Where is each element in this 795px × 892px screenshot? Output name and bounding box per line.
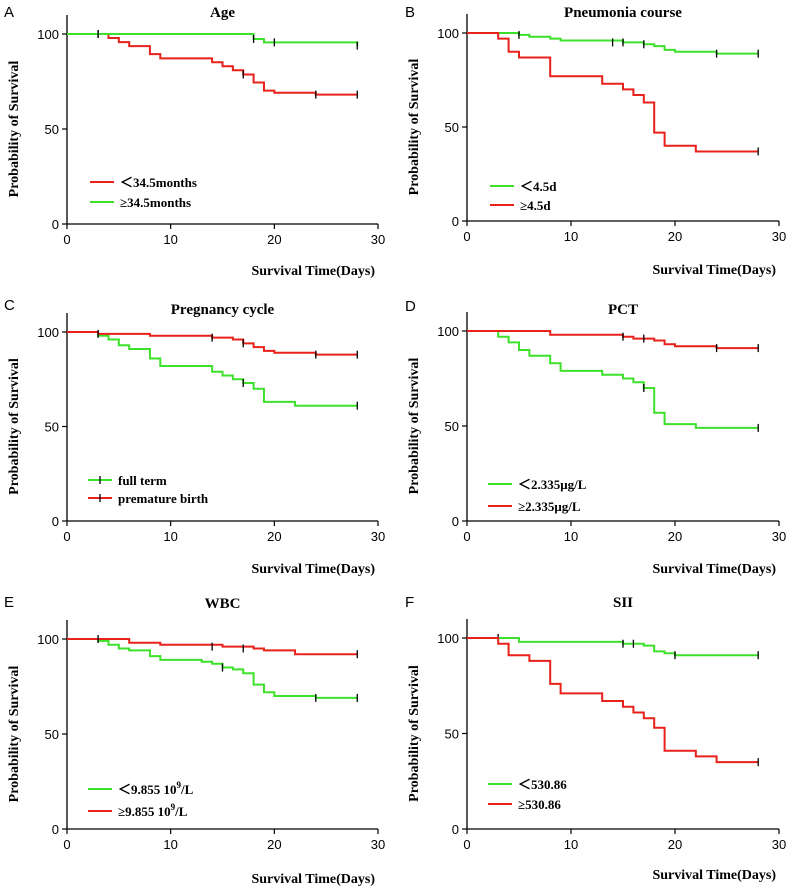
km-curve-2 <box>467 330 759 350</box>
km-curve-2 <box>67 638 358 656</box>
y-tick-label: 0 <box>452 514 459 529</box>
x-tick-label: 10 <box>564 529 578 544</box>
y-tick-label: 0 <box>52 514 59 529</box>
legend-label: ≥4.5d <box>520 198 551 213</box>
km-curve-2 <box>467 637 759 764</box>
x-tick-label: 10 <box>163 837 177 852</box>
x-tick-label: 0 <box>463 837 470 852</box>
y-tick-label: 100 <box>437 631 459 646</box>
chart-title: Pregnancy cycle <box>171 302 275 318</box>
km-curve-1 <box>467 330 759 429</box>
x-tick-label: 10 <box>564 229 578 244</box>
panel-e: E WBC 0 10 20 30 0 50 100 Survival Time(Days) Prob… <box>4 594 385 887</box>
x-tick-label: 20 <box>267 837 281 852</box>
km-curve-1 <box>67 331 358 407</box>
panel-letter: A <box>4 4 14 21</box>
legend-label: ＜4.5d <box>520 179 557 194</box>
y-tick-label: 100 <box>37 632 59 647</box>
y-tick-label: 0 <box>452 214 459 229</box>
y-axis-label: Probability of Survival <box>7 358 22 495</box>
x-tick-label: 30 <box>772 529 786 544</box>
y-tick-label: 50 <box>45 420 59 435</box>
chart-title: PCT <box>608 302 638 318</box>
y-tick-label: 0 <box>452 822 459 837</box>
x-tick-label: 0 <box>463 229 470 244</box>
km-curve-1 <box>67 638 358 699</box>
panel-letter: D <box>405 298 416 315</box>
panel-letter: E <box>4 594 14 611</box>
x-tick-label: 20 <box>267 529 281 544</box>
legend-label: ＜2.335μg/L <box>518 477 587 492</box>
legend-label: ≥9.855 109/L <box>118 802 188 819</box>
y-axis-label: Probability of Survival <box>407 59 422 196</box>
km-curve-1 <box>467 637 759 657</box>
panel-letter: C <box>4 297 15 314</box>
x-axis-label: Survival Time(Days) <box>652 562 776 577</box>
x-axis-label: Survival Time(Days) <box>652 868 776 883</box>
x-axis-label: Survival Time(Days) <box>251 872 375 887</box>
legend-label: premature birth <box>118 491 209 506</box>
panel-b: B Pneumonia course 0 10 20 30 0 50 100 Survival T… <box>405 4 786 278</box>
x-tick-label: 20 <box>668 837 682 852</box>
x-axis-label: Survival Time(Days) <box>251 562 375 577</box>
km-curve-2 <box>67 33 359 46</box>
chart-title: WBC <box>205 596 241 612</box>
panel-letter: B <box>405 4 415 21</box>
y-axis-label: Probability of Survival <box>7 666 22 803</box>
y-tick-label: 50 <box>45 122 59 137</box>
x-tick-label: 30 <box>371 529 385 544</box>
km-curve-1 <box>467 32 759 55</box>
y-tick-label: 50 <box>445 419 459 434</box>
legend-label: ＜530.86 <box>518 777 567 792</box>
chart-title: Age <box>210 5 235 21</box>
panel-f: F SII 0 10 20 30 0 50 100 Survival Time(Days) Prob… <box>405 594 786 883</box>
x-axis-label: Survival Time(Days) <box>251 264 375 279</box>
x-tick-label: 30 <box>371 232 385 247</box>
legend-label: ＜34.5months <box>120 175 197 190</box>
chart-title: Pneumonia course <box>564 5 682 21</box>
x-tick-label: 30 <box>772 229 786 244</box>
x-tick-label: 10 <box>163 529 177 544</box>
y-tick-label: 100 <box>437 324 459 339</box>
legend-label: ＜9.855 109/L <box>118 780 194 797</box>
y-tick-label: 50 <box>445 727 459 742</box>
legend-label: ≥34.5months <box>120 195 191 210</box>
x-tick-label: 0 <box>63 232 70 247</box>
y-tick-label: 100 <box>37 27 59 42</box>
y-axis-label: Probability of Survival <box>407 665 422 802</box>
y-tick-label: 50 <box>445 120 459 135</box>
panel-a: A Age 0 10 20 30 0 50 100 Survival Time(Days) Prob… <box>4 4 385 279</box>
x-tick-label: 0 <box>63 529 70 544</box>
km-curve-1 <box>67 33 358 96</box>
panel-d: D PCT 0 10 20 30 0 50 100 Survival Time(Days) Prob… <box>405 298 786 577</box>
x-tick-label: 10 <box>163 232 177 247</box>
y-axis-label: Probability of Survival <box>7 61 22 198</box>
x-tick-label: 20 <box>668 529 682 544</box>
x-tick-label: 20 <box>668 229 682 244</box>
y-tick-label: 0 <box>52 822 59 837</box>
legend-label: ≥530.86 <box>518 797 561 812</box>
y-tick-label: 0 <box>52 217 59 232</box>
y-tick-label: 50 <box>45 727 59 742</box>
chart-title: SII <box>613 595 633 611</box>
x-tick-label: 0 <box>463 529 470 544</box>
legend-label: full term <box>118 473 167 488</box>
x-axis-label: Survival Time(Days) <box>652 263 776 278</box>
y-tick-label: 100 <box>37 325 59 340</box>
panel-c: C Pregnancy cycle 0 10 20 30 0 50 100 Survival Ti… <box>4 297 385 577</box>
x-tick-label: 20 <box>267 232 281 247</box>
x-tick-label: 30 <box>772 837 786 852</box>
x-tick-label: 0 <box>63 837 70 852</box>
y-tick-label: 100 <box>437 26 459 41</box>
legend-label: ≥2.335μg/L <box>518 499 581 514</box>
panel-letter: F <box>405 594 414 611</box>
km-curve-2 <box>467 32 759 153</box>
x-tick-label: 10 <box>564 837 578 852</box>
y-axis-label: Probability of Survival <box>407 358 422 495</box>
x-tick-label: 30 <box>371 837 385 852</box>
